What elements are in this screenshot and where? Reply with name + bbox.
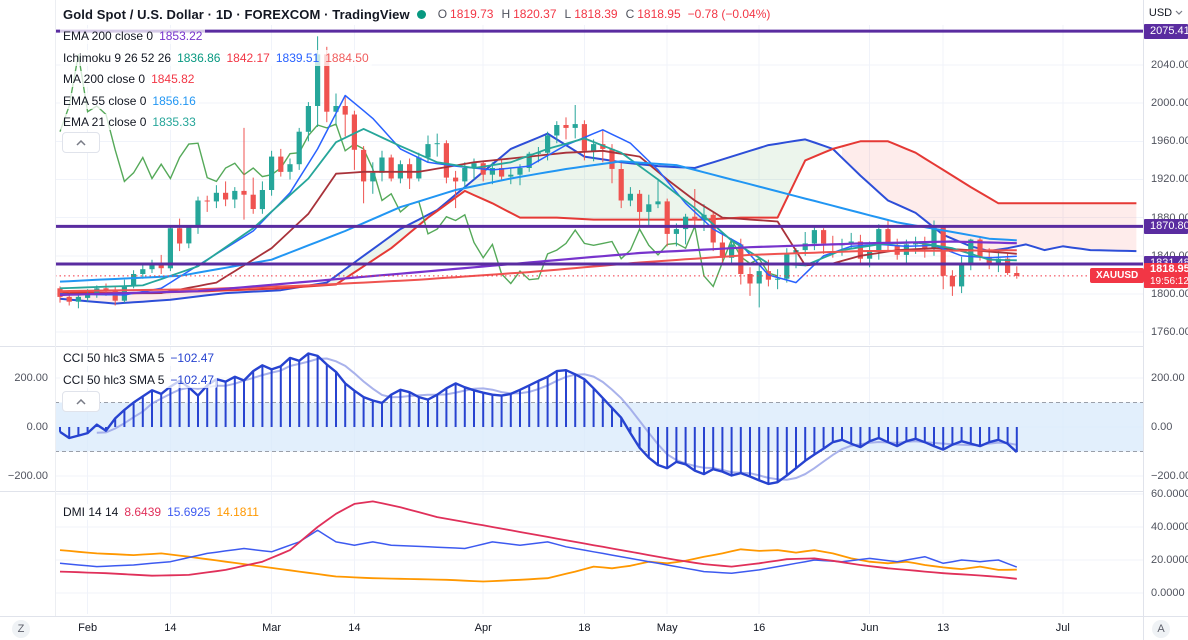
price-tick-label: 1920.00 <box>1151 173 1188 186</box>
indicator-value: 1884.50 <box>325 50 369 65</box>
time-tick-label: 16 <box>753 622 766 634</box>
change-value: −0.78 (−0.04%) <box>687 7 771 21</box>
cci-tick-label: −200.00 <box>1151 470 1188 483</box>
symbol-header[interactable]: Gold Spot / U.S. Dollar · 1D · FOREXCOM … <box>63 5 770 23</box>
indicator-value: 1856.16 <box>152 93 196 108</box>
panel-divider[interactable] <box>0 346 1188 347</box>
indicator-value: 1839.51 <box>275 50 320 65</box>
legend-ema200[interactable]: EMA 200 close 0 1853.22 <box>60 28 206 44</box>
indicator-value: −102.47 <box>170 351 215 365</box>
indicator-value: 1853.22 <box>159 29 203 43</box>
price-tick-label: 1760.00 <box>1151 326 1188 339</box>
time-tick-label: 14 <box>164 622 177 634</box>
indicator-value: 14.1811 <box>216 505 259 519</box>
left-scale-border <box>55 0 56 616</box>
cci-left-tick-label: −200.00 <box>7 470 48 483</box>
legend-ema55[interactable]: EMA 55 close 0 1856.16 <box>60 92 199 109</box>
cci-pane <box>55 347 1143 490</box>
main-pane <box>55 25 1143 345</box>
open-label: O <box>437 7 448 21</box>
last-price-badge: 1818.95 19:56:12 <box>1144 262 1188 288</box>
symbol-price-badge: XAUUSD <box>1090 268 1145 284</box>
indicator-value: 1845.82 <box>151 72 195 86</box>
panel-divider[interactable] <box>0 491 1188 492</box>
countdown-timer: 19:56:12 <box>1150 275 1188 287</box>
time-axis[interactable]: Z A Feb 14 Mar 14 Apr 18 May 16 Jun 13 Jul <box>0 616 1188 640</box>
indicator-value: 8.6439 <box>124 505 162 519</box>
timezone-button[interactable]: Z <box>12 620 30 638</box>
auto-scale-button[interactable]: A <box>1152 620 1170 638</box>
cci-tick-label: 0.00 <box>1151 421 1173 434</box>
ichimoku-cloud <box>60 287 300 304</box>
price-level-badge: 1870.80 <box>1144 218 1188 234</box>
indicator-label: DMI 14 14 <box>63 505 119 519</box>
dmi-tick-label: 0.0000 <box>1151 587 1185 600</box>
cci-left-tick-label: 200.00 <box>14 372 48 384</box>
chevron-up-icon <box>76 139 86 146</box>
low-label: L <box>564 7 572 21</box>
price-tick-label: 1960.00 <box>1151 135 1188 148</box>
indicator-label: EMA 200 close 0 <box>63 29 154 43</box>
collapse-legend-button[interactable] <box>62 132 100 153</box>
indicator-label: EMA 21 close 0 <box>63 115 147 129</box>
currency-label: USD <box>1148 6 1173 19</box>
indicator-label: Ichimoku 9 26 52 26 <box>63 50 172 65</box>
dmi-pane <box>55 492 1143 614</box>
indicator-label: CCI 50 hlc3 SMA 5 <box>63 351 165 365</box>
time-tick-label: 14 <box>348 622 361 634</box>
price-axis[interactable]: USD 2040.00 2000.00 1960.00 1920.00 1880.00 1… <box>1143 0 1188 616</box>
time-tick-label: May <box>656 622 678 634</box>
dmi-tick-label: 20.0000 <box>1151 554 1188 567</box>
price-tick-label: 2000.00 <box>1151 97 1188 110</box>
legend-dmi[interactable]: DMI 14 14 8.6439 15.6925 14.1811 <box>60 504 262 520</box>
time-tick-label: Jun <box>860 622 879 634</box>
axis-corner-border <box>1143 616 1144 640</box>
collapse-cci-button[interactable] <box>62 391 100 412</box>
legend-cci-2[interactable]: CCI 50 hlc3 SMA 5 −102.47 <box>60 372 218 388</box>
indicator-value: 15.6925 <box>167 505 211 519</box>
ohlc-readout: O 1819.73 H 1820.37 L 1818.39 C 1818.95 −0.7… <box>433 7 771 21</box>
indicator-value: 1836.86 <box>177 50 221 65</box>
legend-ma200[interactable]: MA 200 close 0 1845.82 <box>60 71 198 87</box>
indicator-value: 1842.17 <box>226 50 270 65</box>
open-value: 1819.73 <box>450 7 494 21</box>
legend-cci-1[interactable]: CCI 50 hlc3 SMA 5 −102.47 <box>60 350 218 366</box>
cci-tick-label: 200.00 <box>1151 372 1185 384</box>
dmi-tick-label: 40.0000 <box>1151 520 1188 533</box>
indicator-label: CCI 50 hlc3 SMA 5 <box>63 373 165 387</box>
legend-ichimoku[interactable]: Ichimoku 9 26 52 26 1836.86 1842.17 1839… <box>60 49 372 66</box>
currency-selector[interactable]: USD <box>1144 0 1188 26</box>
indicator-value: 1835.33 <box>152 115 196 129</box>
ichimoku-cloud <box>842 141 1137 252</box>
price-tick-label: 2040.00 <box>1151 58 1188 71</box>
cci-left-tick-label: 0.00 <box>26 421 48 434</box>
chevron-down-icon <box>1175 10 1183 15</box>
time-tick-label: 18 <box>578 622 591 634</box>
symbol-title[interactable]: Gold Spot / U.S. Dollar · 1D · FOREXCOM … <box>63 6 410 22</box>
low-value: 1818.39 <box>574 7 618 21</box>
close-label: C <box>625 7 635 21</box>
indicator-label: MA 200 close 0 <box>63 72 146 86</box>
high-label: H <box>501 7 511 21</box>
indicator-value: −102.47 <box>170 373 215 387</box>
indicator-label: EMA 55 close 0 <box>63 93 147 108</box>
close-value: 1818.95 <box>637 7 681 21</box>
time-tick-label: Mar <box>262 622 282 634</box>
price-level-badge: 2075.41 <box>1144 23 1188 39</box>
dmi-tick-label: 60.0000 <box>1151 487 1188 500</box>
chevron-up-icon <box>76 398 86 405</box>
time-tick-label: Feb <box>78 622 98 634</box>
last-price-value: 1818.95 <box>1150 262 1188 275</box>
legend-ema21[interactable]: EMA 21 close 0 1835.33 <box>60 114 199 130</box>
time-tick-label: 13 <box>937 622 950 634</box>
time-tick-label: Apr <box>474 622 492 634</box>
price-tick-label: 1800.00 <box>1151 288 1188 301</box>
market-status-icon <box>416 9 426 19</box>
time-tick-label: Jul <box>1055 622 1070 634</box>
high-value: 1820.37 <box>513 7 557 21</box>
